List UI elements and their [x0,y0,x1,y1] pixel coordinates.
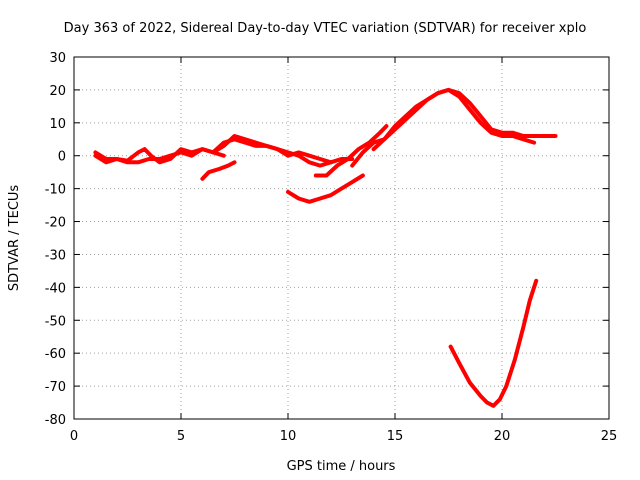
y-tick-label: 30 [49,51,66,66]
y-tick-label: -40 [45,281,66,296]
grid [74,57,609,419]
y-tick-label: 20 [49,84,66,99]
series-arc-4 [211,134,333,165]
y-tick-label: 0 [58,150,66,165]
plot-frame [73,56,610,420]
y-tick-label: -60 [45,347,66,362]
x-tick-label: 25 [601,429,618,444]
x-axis-label: GPS time / hours [287,459,396,474]
y-tick-label: -50 [45,314,66,329]
x-axis: 0 5 10 15 20 25 [70,57,617,444]
series-arc-2 [93,147,226,165]
series-group [93,87,558,408]
chart-title: Day 363 of 2022, Sidereal Day-to-day VTE… [64,21,587,36]
x-tick-label: 5 [177,429,185,444]
x-tick-label: 20 [494,429,511,444]
series-arc-8 [371,87,537,152]
series-arc-9 [448,278,539,408]
series-arc-5 [286,173,365,204]
series-arc-3 [200,160,237,181]
x-tick-label: 10 [280,429,297,444]
x-tick-label: 15 [387,429,404,444]
y-tick-label: -20 [45,216,66,231]
series-arc-6 [313,124,389,178]
y-tick-label: -70 [45,380,66,395]
y-tick-label: -80 [45,413,66,428]
y-axis-label: SDTVAR / TECUs [7,185,22,292]
y-axis: -80 -70 -60 -50 -40 -30 -20 -10 0 10 20 30 [45,51,609,428]
y-tick-label: -10 [45,183,66,198]
y-tick-label: -30 [45,248,66,263]
y-tick-label: 10 [49,117,66,132]
x-tick-label: 0 [70,429,78,444]
